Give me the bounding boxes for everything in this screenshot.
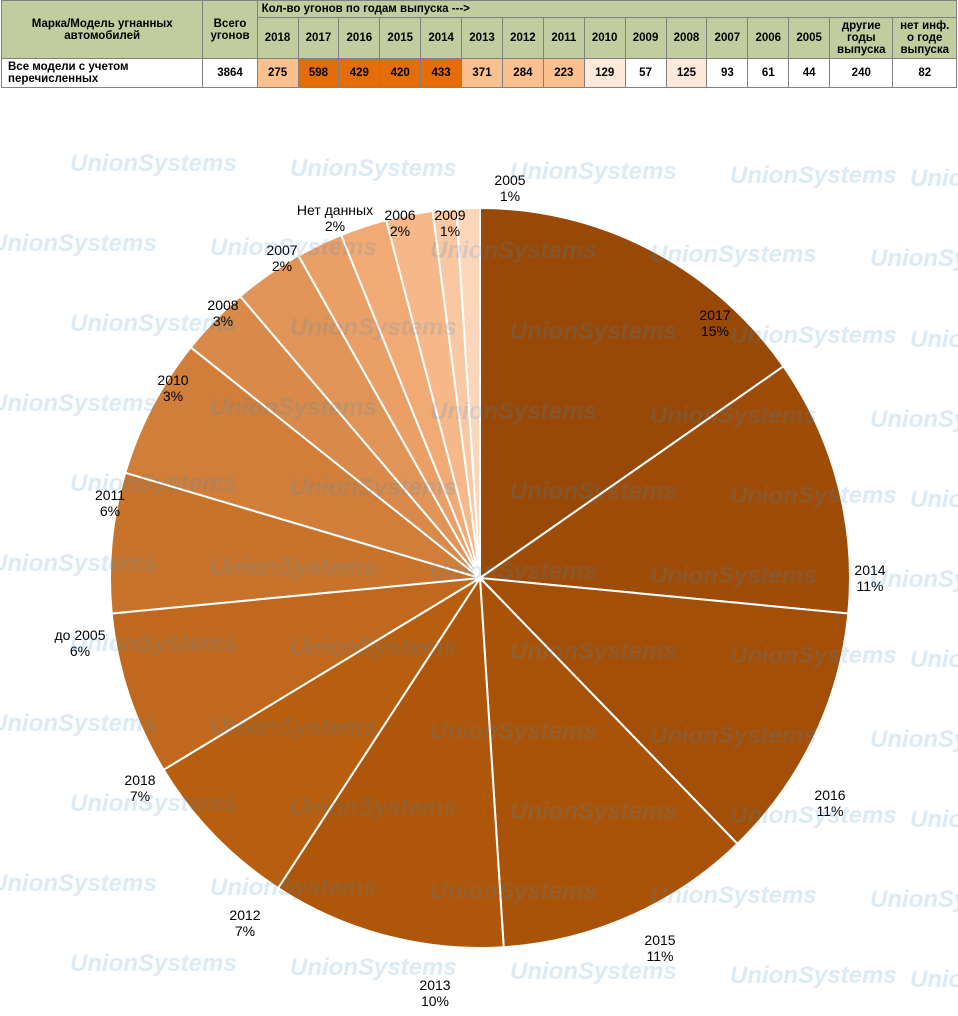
slice-label: Нет данных2% [297, 202, 373, 234]
year-header: 2009 [625, 18, 666, 59]
year-value-cell: 598 [298, 59, 339, 88]
slice-label: до 20056% [55, 627, 106, 659]
total-value-cell: 3864 [203, 59, 257, 88]
slice-label: 201715% [699, 307, 730, 339]
col-years-span-header: Кол-во угонов по годам выпуска ---> [257, 1, 956, 18]
year-value-cell: 57 [625, 59, 666, 88]
slice-label: 20051% [494, 172, 525, 204]
year-header: 2018 [257, 18, 298, 59]
year-value-cell: 275 [257, 59, 298, 88]
slice-label: 20083% [207, 297, 238, 329]
year-value-cell: 44 [789, 59, 830, 88]
year-value-cell: 125 [666, 59, 707, 88]
other-years-header: другие годы выпуска [830, 18, 893, 59]
year-header: 2008 [666, 18, 707, 59]
slice-label: 201511% [644, 932, 675, 964]
noinfo-header: нет инф. о годе выпуска [893, 18, 957, 59]
slice-label: 20127% [229, 907, 260, 939]
noinfo-value-cell: 82 [893, 59, 957, 88]
slice-label: 20187% [124, 772, 155, 804]
year-value-cell: 284 [502, 59, 543, 88]
year-header: 2006 [748, 18, 789, 59]
slice-label: 201310% [419, 977, 450, 1009]
year-header: 2017 [298, 18, 339, 59]
slice-label: 20072% [266, 242, 297, 274]
slice-label: 20091% [434, 207, 465, 239]
year-value-cell: 61 [748, 59, 789, 88]
row-label: Все модели с учетом перечисленных [2, 59, 203, 88]
slice-label: 201611% [814, 787, 845, 819]
col-model-header: Марка/Модель угнанных автомобилей [2, 1, 203, 59]
year-value-cell: 93 [707, 59, 748, 88]
year-header: 2010 [584, 18, 625, 59]
year-header: 2012 [502, 18, 543, 59]
year-value-cell: 223 [543, 59, 584, 88]
year-header: 2014 [421, 18, 462, 59]
year-header: 2013 [462, 18, 503, 59]
year-value-cell: 420 [380, 59, 421, 88]
slice-label: 20116% [95, 487, 125, 519]
pie-chart-svg [0, 98, 958, 978]
slice-label: 20103% [157, 372, 188, 404]
year-header: 2016 [339, 18, 380, 59]
year-value-cell: 429 [339, 59, 380, 88]
year-value-cell: 433 [421, 59, 462, 88]
slice-label: 201411% [854, 562, 885, 594]
theft-stats-table: Марка/Модель угнанных автомобилей Всего … [1, 0, 957, 88]
slice-label: 20062% [384, 207, 415, 239]
col-total-header: Всего угонов [203, 1, 257, 59]
pie-chart-container: 201715%201411%201611%201511%201310%20127… [0, 98, 958, 978]
year-header: 2015 [380, 18, 421, 59]
year-value-cell: 129 [584, 59, 625, 88]
year-header: 2005 [789, 18, 830, 59]
year-value-cell: 371 [462, 59, 503, 88]
other-value-cell: 240 [830, 59, 893, 88]
year-header: 2011 [543, 18, 584, 59]
year-header: 2007 [707, 18, 748, 59]
